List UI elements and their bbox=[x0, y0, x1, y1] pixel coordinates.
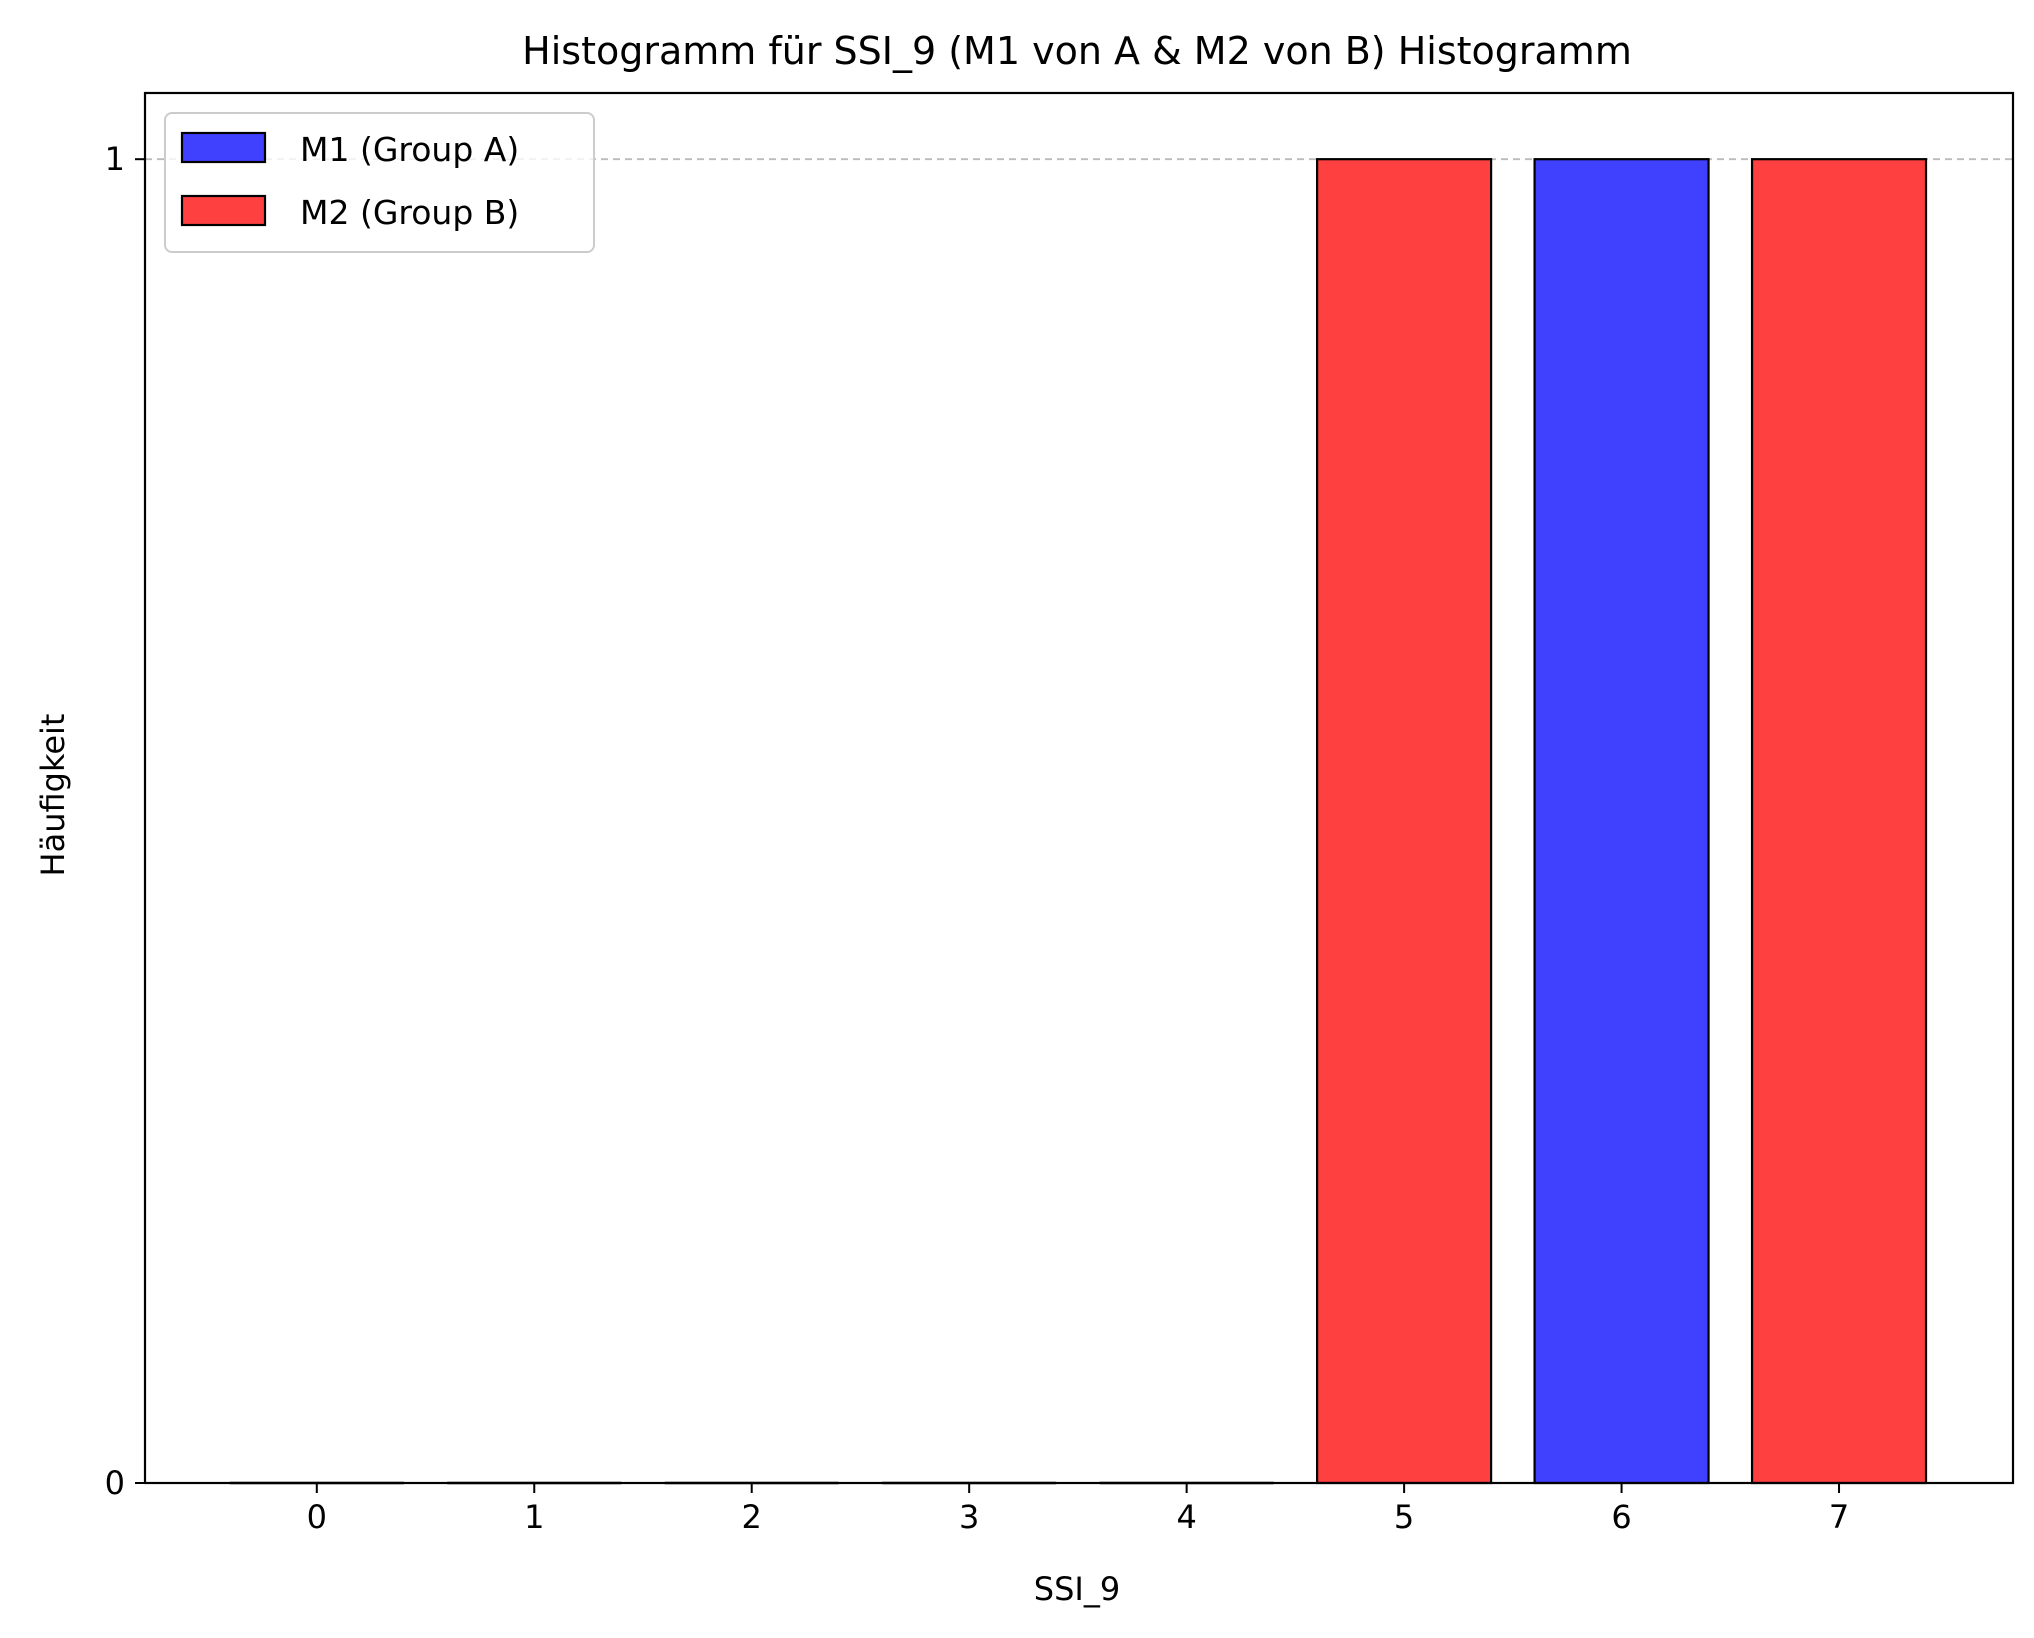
y-tick-label: 1 bbox=[105, 140, 125, 178]
x-tick-label: 4 bbox=[1176, 1498, 1196, 1536]
bars bbox=[1316, 158, 1928, 1485]
x-tick-label: 2 bbox=[742, 1498, 762, 1536]
x-tick-label: 5 bbox=[1394, 1498, 1414, 1536]
plot-frame bbox=[143, 91, 2015, 1485]
x-axis-ticks: 0 1 2 3 4 5 6 7 bbox=[307, 1483, 1849, 1536]
y-axis-label: Häufigkeit bbox=[34, 714, 72, 877]
x-tick-label: 6 bbox=[1611, 1498, 1631, 1536]
legend-swatch-m1 bbox=[180, 131, 267, 164]
x-tick-label: 7 bbox=[1829, 1498, 1849, 1536]
legend-label-m2: M2 (Group B) bbox=[300, 193, 519, 232]
x-tick-label: 3 bbox=[959, 1498, 979, 1536]
chart-title: Histogramm für SSI_9 (M1 von A & M2 von … bbox=[522, 29, 1632, 73]
bar bbox=[1533, 158, 1710, 1485]
y-axis-ticks: 01 bbox=[105, 140, 145, 1502]
legend-label-m1: M1 (Group A) bbox=[300, 130, 519, 169]
y-tick-label: 0 bbox=[105, 1464, 125, 1502]
x-tick-label: 1 bbox=[524, 1498, 544, 1536]
bar bbox=[1316, 158, 1493, 1485]
x-axis-label: SSI_9 bbox=[1034, 1570, 1120, 1608]
x-tick-label: 0 bbox=[307, 1498, 327, 1536]
legend-swatch-m2 bbox=[180, 194, 267, 227]
legend-frame bbox=[164, 112, 595, 253]
bar bbox=[1750, 158, 1928, 1485]
legend: M1 (Group A) M2 (Group B) bbox=[164, 112, 595, 253]
